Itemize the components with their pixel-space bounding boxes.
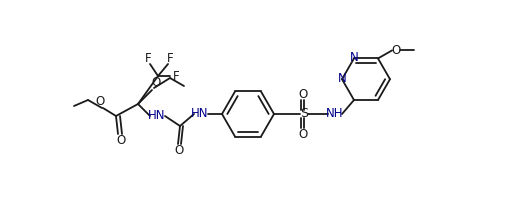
Text: O: O <box>95 95 105 109</box>
Text: HN: HN <box>191 107 209 121</box>
Text: HN: HN <box>148 109 166 123</box>
Text: O: O <box>298 127 308 141</box>
Text: F: F <box>172 69 179 83</box>
Text: N: N <box>338 72 347 85</box>
Text: O: O <box>175 143 183 157</box>
Text: F: F <box>167 52 174 65</box>
Text: O: O <box>392 44 400 57</box>
Text: O: O <box>151 77 161 89</box>
Text: N: N <box>350 51 358 64</box>
Text: O: O <box>298 87 308 101</box>
Text: O: O <box>117 133 126 147</box>
Text: S: S <box>300 107 308 121</box>
Text: NH: NH <box>326 107 344 121</box>
Text: F: F <box>145 52 151 65</box>
